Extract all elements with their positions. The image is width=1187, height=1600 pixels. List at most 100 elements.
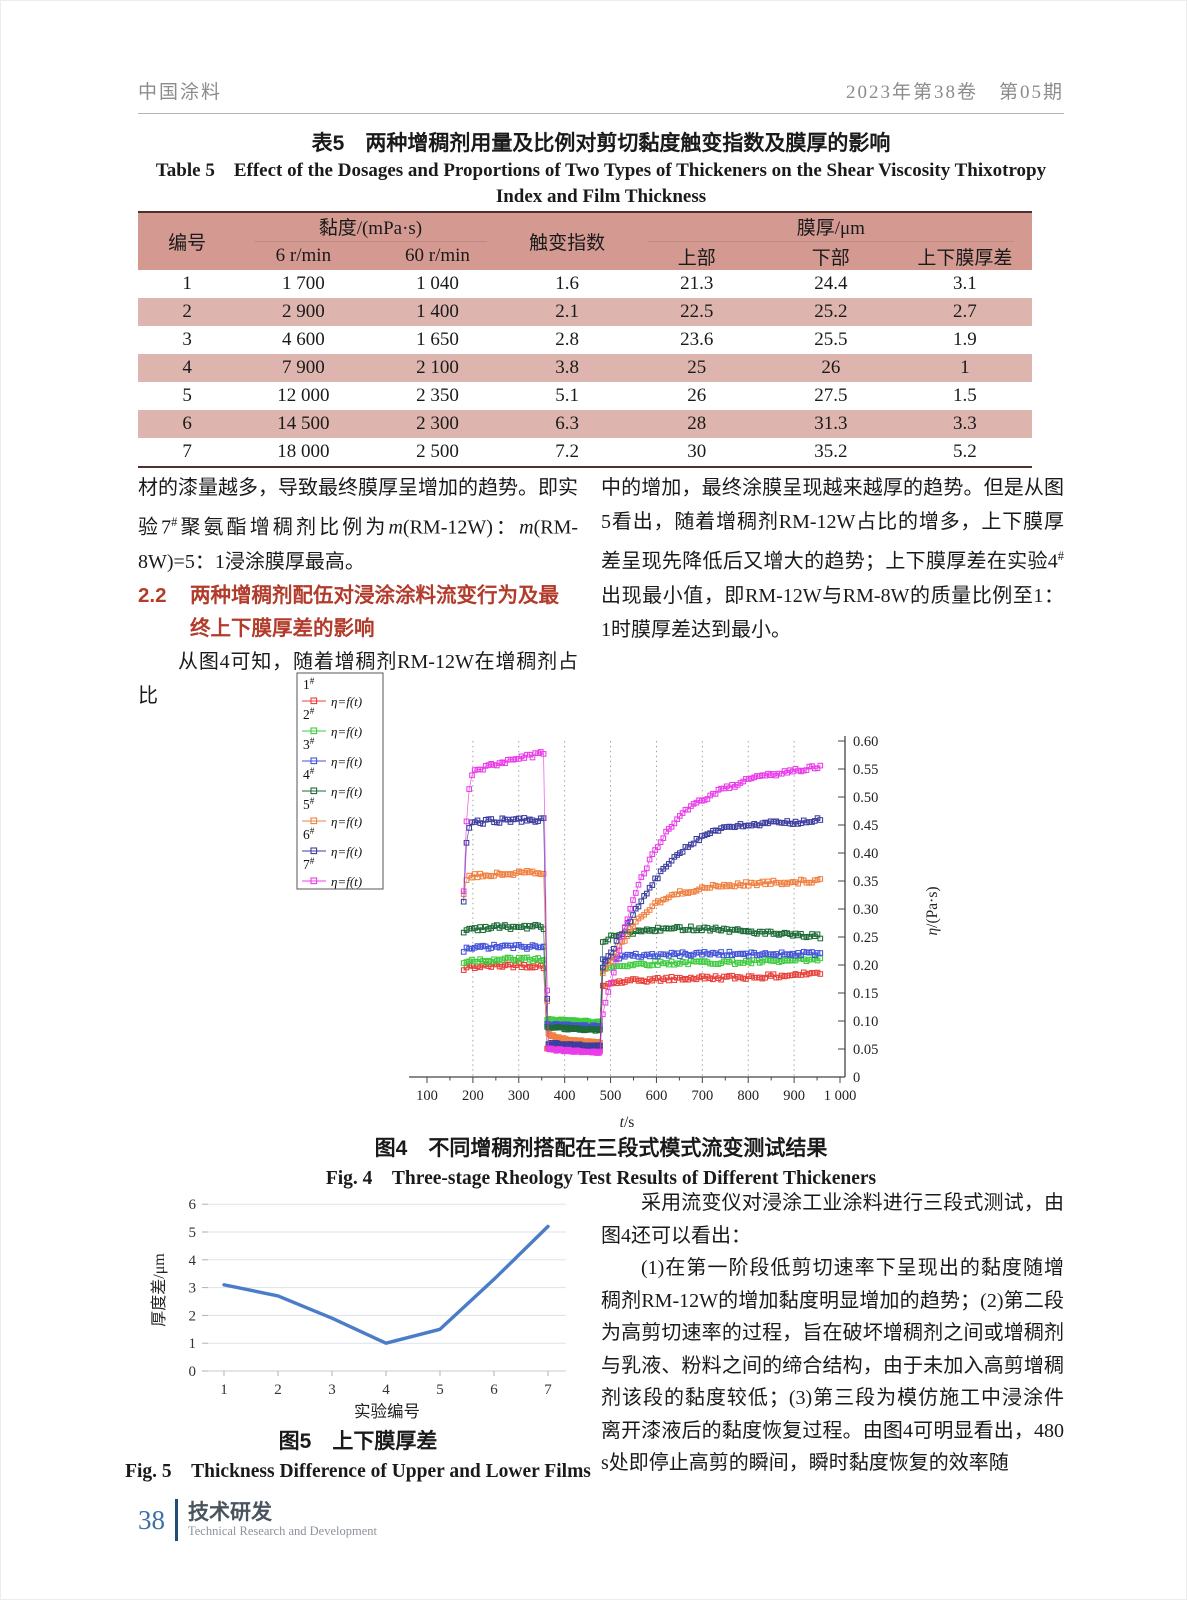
svg-text:2: 2: [274, 1382, 282, 1398]
figure5-caption-cn: 图5 上下膜厚差: [278, 1430, 438, 1453]
col-header-diff: 上下膜厚差: [917, 247, 1013, 269]
svg-text:6#: 6#: [303, 826, 315, 842]
col-group-film: 膜厚/μm: [630, 212, 1032, 242]
table5-title-cn: 表5 两种增稠剂用量及比例对剪切黏度触变指数及膜厚的影响: [311, 132, 891, 155]
paragraph-right-3: (1)在第一阶段低剪切速率下呈现出的黏度随增稠剂RM-12W的增加黏度明显增加的…: [601, 1257, 1064, 1474]
svg-text:实验编号: 实验编号: [354, 1402, 420, 1421]
svg-text:5: 5: [436, 1382, 444, 1398]
svg-text:1 000: 1 000: [824, 1088, 857, 1104]
svg-text:4: 4: [382, 1382, 390, 1398]
page-footer: 38 技术研发 Technical Research and Developme…: [138, 1499, 377, 1541]
svg-text:800: 800: [737, 1088, 759, 1104]
svg-text:2: 2: [189, 1308, 197, 1324]
col-header-id: 编号: [168, 233, 207, 254]
col-group-viscosity: 黏度/(mPa·s): [236, 212, 504, 242]
paragraph-right-1: 中的增加，最终涂膜呈现越来越厚的趋势。但是从图5看出，随着增稠剂RM-12W占比…: [601, 477, 1064, 641]
svg-text:7#: 7#: [303, 856, 315, 872]
section-title: 两种增稠剂配伍对浸涂涂料流变行为及最终上下膜厚差的影响: [190, 583, 559, 640]
svg-text:5#: 5#: [303, 796, 315, 812]
svg-text:1: 1: [189, 1336, 197, 1352]
svg-text:0.45: 0.45: [853, 818, 878, 834]
svg-text:400: 400: [554, 1088, 576, 1104]
svg-text:6: 6: [189, 1197, 197, 1213]
section-heading-2-2: 2.2 两种增稠剂配伍对浸涂涂料流变行为及最终上下膜厚差的影响: [138, 579, 578, 645]
thickness-difference-line: [222, 1224, 550, 1345]
series-5: [460, 867, 824, 1047]
svg-text:900: 900: [783, 1088, 805, 1104]
series-7: [460, 749, 824, 1056]
svg-text:500: 500: [600, 1088, 622, 1104]
svg-text:4#: 4#: [303, 766, 315, 782]
svg-text:1: 1: [220, 1382, 228, 1398]
rheology-chart: 100 200 300 400 500 600 700 800 900 1 000 0 0.05 0.1…: [296, 672, 941, 1131]
thickness-difference-chart: 0 1 2 3 4 5 6 1 2 3 4 5 6 7 实验编号 厚度差/μm: [150, 1197, 566, 1421]
axes: 100 200 300 400 500 600 700 800 900 1 000 0 0.05 0.1…: [409, 734, 941, 1131]
paragraph-right-2: 采用流变仪对浸涂工业涂料进行三段式测试，由图4还可以看出：: [601, 1192, 1064, 1247]
svg-text:600: 600: [646, 1088, 668, 1104]
svg-text:η=f(t): η=f(t): [331, 694, 362, 709]
svg-text:η=f(t): η=f(t): [331, 844, 362, 859]
svg-text:2#: 2#: [303, 706, 315, 722]
footer-section-cn: 技术研发: [188, 1501, 272, 1524]
figure5-caption-en: Fig. 5 Thickness Difference of Upper and…: [125, 1461, 591, 1482]
footer-divider: [175, 1499, 178, 1541]
svg-text:η=f(t): η=f(t): [331, 874, 362, 889]
svg-text:5: 5: [189, 1225, 197, 1241]
left-column: 材的漆量越多，导致最终膜厚呈增加的趋势。即实验7#聚氨酯增稠剂比例为m(RM-1…: [138, 471, 578, 713]
svg-text:η=f(t): η=f(t): [331, 754, 362, 769]
figure4-caption-en: Fig. 4 Three-stage Rheology Test Results…: [325, 1168, 877, 1189]
svg-text:0.55: 0.55: [853, 762, 878, 778]
table5-title-en: Table 5 Effect of the Dosages and Propor…: [155, 160, 1047, 207]
journal-name: 中国涂料: [138, 82, 223, 103]
svg-text:η/(Pa·s): η/(Pa·s): [924, 886, 941, 935]
svg-text:厚度差/μm: 厚度差/μm: [150, 1253, 168, 1327]
svg-text:η=f(t): η=f(t): [331, 814, 362, 829]
table-row: 7 18 000 2 500 7.2 30 35.2 5.2: [182, 441, 977, 462]
svg-text:700: 700: [691, 1088, 713, 1104]
table5: 编号 黏度/(mPa·s) 触变指数 膜厚/μm 6 r/min 60 r/mi…: [138, 211, 1032, 468]
svg-text:0.10: 0.10: [853, 1014, 878, 1030]
col-header-lower: 下部: [811, 247, 850, 269]
svg-text:η=f(t): η=f(t): [331, 784, 362, 799]
footer-section-en: Technical Research and Development: [188, 1524, 377, 1538]
page-header: 中国涂料 2023年第38卷 第05期: [138, 77, 1064, 114]
svg-text:0.25: 0.25: [853, 930, 878, 946]
col-header-6rpm: 6 r/min: [275, 245, 332, 266]
issue-info: 2023年第38卷 第05期: [845, 82, 1064, 103]
svg-text:3: 3: [189, 1281, 197, 1297]
svg-text:100: 100: [416, 1088, 438, 1104]
paragraph-left-1: 材的漆量越多，导致最终膜厚呈增加的趋势。即实验7#聚氨酯增稠剂比例为m(RM-1…: [138, 477, 579, 573]
axes: 0 1 2 3 4 5 6 1 2 3 4 5 6 7 实验编号 厚度差/μm: [150, 1197, 552, 1421]
svg-text:1#: 1#: [303, 676, 315, 692]
svg-text:0.05: 0.05: [853, 1042, 878, 1058]
svg-text:0.50: 0.50: [853, 790, 878, 806]
svg-text:0.20: 0.20: [853, 958, 878, 974]
gridlines: [208, 1203, 566, 1372]
svg-text:0: 0: [189, 1364, 197, 1380]
svg-text:4: 4: [189, 1253, 197, 1269]
svg-text:3#: 3#: [303, 736, 315, 752]
page-number: 38: [138, 1504, 165, 1535]
figure4-caption-cn: 图4 不同增稠剂搭配在三段式模式流变测试结果: [374, 1137, 828, 1160]
series-1: [460, 960, 824, 1054]
right-column-top: 中的增加，最终涂膜呈现越来越厚的趋势。但是从图5看出，随着增稠剂RM-12W占比…: [601, 471, 1064, 647]
section-number: 2.2: [138, 583, 167, 607]
svg-text:3: 3: [328, 1382, 336, 1398]
svg-text:0.30: 0.30: [853, 902, 878, 918]
svg-text:0: 0: [853, 1070, 860, 1086]
svg-text:300: 300: [508, 1088, 530, 1104]
table5-header: 编号 黏度/(mPa·s) 触变指数 膜厚/μm 6 r/min 60 r/mi…: [138, 212, 1032, 270]
legend: 1# η=f(t) 2# η=f(t) 3# η=f(t) 4# η=f(t) 5# η=f(t)…: [296, 672, 384, 890]
paragraph-left-2: 从图4可知，随着增稠剂RM-12W在增稠剂占比: [138, 650, 578, 707]
series-6: [460, 815, 824, 1050]
table-row: 6 14 500 2 300 6.3 28 31.3 3.3: [138, 410, 1032, 438]
svg-text:0.60: 0.60: [853, 734, 878, 750]
svg-text:0.40: 0.40: [853, 846, 878, 862]
table-row: 5 12 000 2 350 5.1 26 27.5 1.5: [182, 385, 977, 406]
col-header-upper: 上部: [677, 247, 716, 269]
svg-text:6: 6: [490, 1382, 498, 1398]
right-column-bottom: 采用流变仪对浸涂工业涂料进行三段式测试，由图4还可以看出： (1)在第一阶段低剪…: [601, 1187, 1064, 1480]
series-3: [460, 941, 824, 1031]
